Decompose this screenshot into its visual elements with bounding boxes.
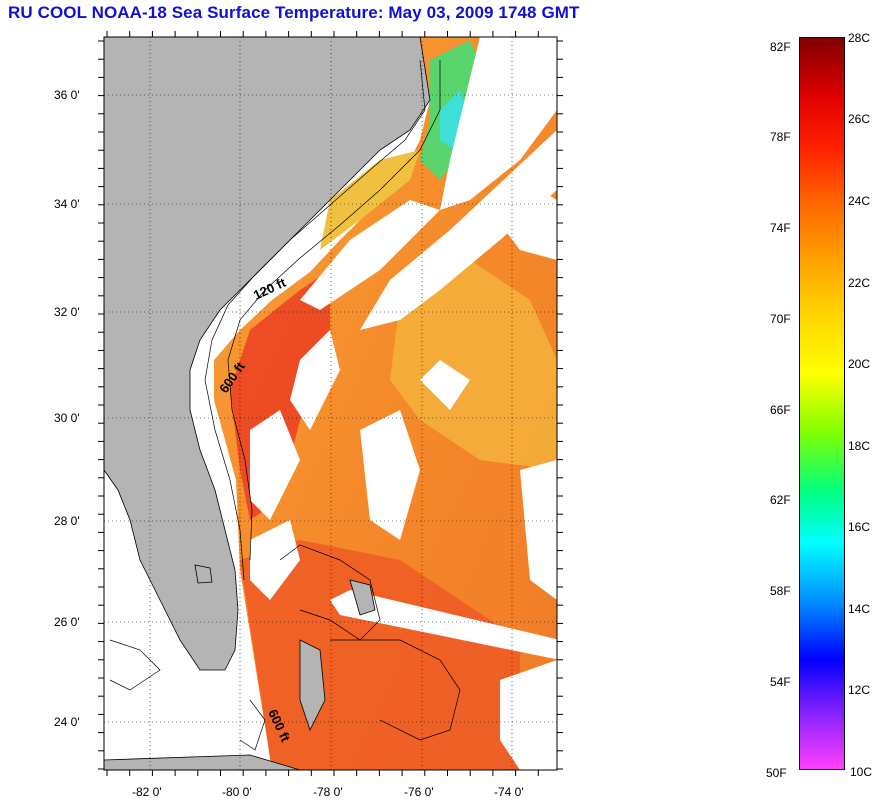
- colorbar-f-label-62: 62F: [770, 493, 791, 507]
- lat-label-30: 30 0': [54, 411, 80, 425]
- colorbar-f-label-70: 70F: [770, 312, 791, 326]
- colorbar-f-label-50: 50F: [766, 766, 787, 780]
- lat-label-24: 24 0': [54, 715, 80, 729]
- colorbar-c-label-14: 14C: [848, 602, 871, 616]
- temperature-colorbar: [799, 37, 845, 770]
- colorbar-c-label-24: 24C: [848, 194, 871, 208]
- lon-label-82: -82 0': [132, 785, 162, 799]
- map-title: RU COOL NOAA-18 Sea Surface Temperature:…: [8, 3, 580, 22]
- colorbar-c-label-10: 10C: [850, 765, 873, 779]
- colorbar-f-label-74: 74F: [770, 221, 791, 235]
- colorbar-f-label-66: 66F: [770, 403, 791, 417]
- lon-label-74: -74 0': [494, 785, 524, 799]
- lat-label-28: 28 0': [54, 514, 80, 528]
- lon-label-80: -80 0': [222, 785, 252, 799]
- colorbar-c-label-12: 12C: [848, 683, 871, 697]
- colorbar-c-label-22: 22C: [848, 276, 871, 290]
- lat-label-34: 34 0': [54, 197, 80, 211]
- sst-yellow-patch: [390, 260, 557, 470]
- colorbar-c-label-26: 26C: [848, 112, 871, 126]
- land-islands: [104, 564, 376, 770]
- colorbar-c-label-28: 28C: [848, 31, 871, 45]
- colorbar-c-label-16: 16C: [848, 520, 871, 534]
- colorbar-f-label-54: 54F: [770, 675, 791, 689]
- lat-label-26: 26 0': [54, 615, 80, 629]
- axis-ticks: [98, 31, 563, 776]
- land-mainland: [104, 37, 431, 671]
- lat-label-36: 36 0': [54, 88, 80, 102]
- colorbar-c-label-18: 18C: [848, 439, 871, 453]
- cloud-cover: [250, 37, 557, 770]
- colorbar-f-label-58: 58F: [770, 584, 791, 598]
- lat-label-32: 32 0': [54, 305, 80, 319]
- lon-label-78: -78 0': [313, 785, 343, 799]
- colorbar-f-label-78: 78F: [770, 130, 791, 144]
- map-frame: [103, 36, 558, 771]
- colorbar-c-label-20: 20C: [848, 357, 871, 371]
- colorbar-f-label-82: 82F: [770, 40, 791, 54]
- lon-label-76: -76 0': [404, 785, 434, 799]
- bathymetry-contours: [109, 59, 461, 751]
